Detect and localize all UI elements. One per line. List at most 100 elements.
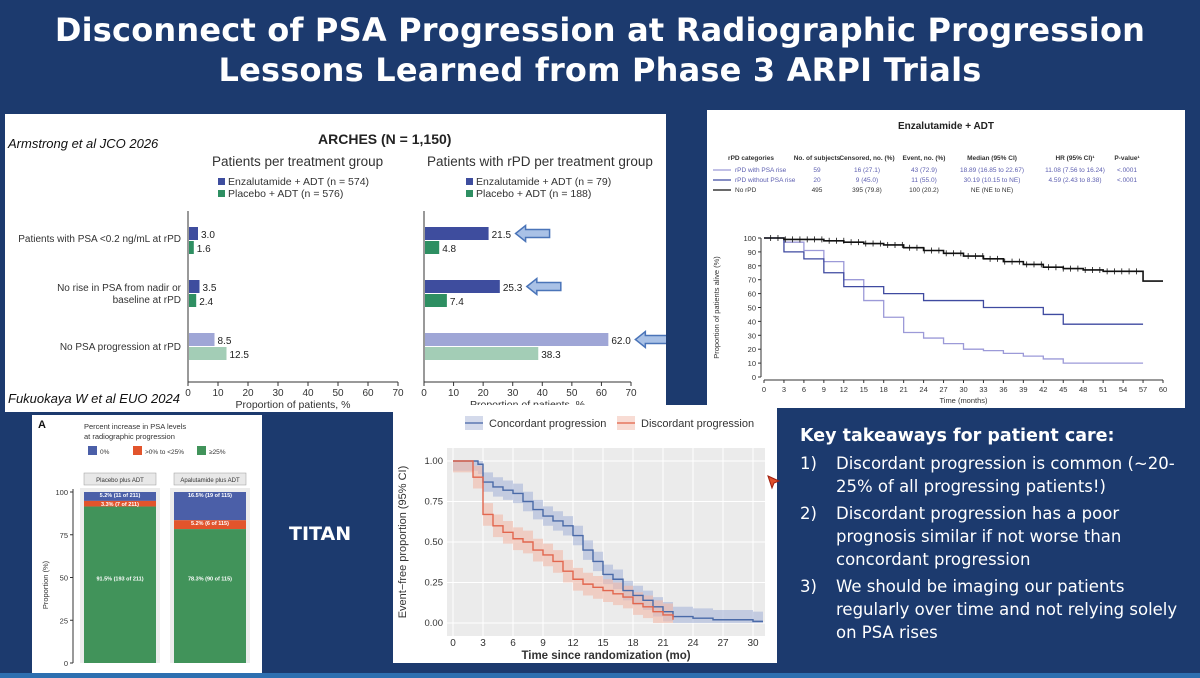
- legend-label: Concordant progression: [489, 418, 606, 430]
- panel-letter: A: [38, 419, 46, 431]
- x-tick-label: 15: [597, 638, 609, 649]
- column-header-box: [83, 472, 157, 486]
- table-header: Event, no. (%): [903, 155, 946, 162]
- stack-segment-25pct-plus: [84, 506, 156, 663]
- citation-armstrong: Armstrong et al JCO 2026: [8, 136, 159, 151]
- legend-swatch-placebo: [218, 190, 225, 197]
- cursor-pointer-icon: [767, 475, 781, 490]
- x-tick-label: 27: [939, 385, 947, 394]
- legend-label: Discordant progression: [641, 418, 754, 430]
- stack-value-label: 16.5% (19 of 115): [188, 493, 232, 499]
- x-tick-label: 12: [567, 638, 579, 649]
- x-tick-label: 39: [1019, 385, 1027, 394]
- table-cell: 395 (79.8): [852, 187, 882, 194]
- table-cell: 495: [812, 187, 823, 194]
- km-curve-discordant: [453, 460, 674, 620]
- table-cell: 30.19 (10.15 to NE): [964, 177, 1021, 184]
- table-cell: 11.08 (7.56 to 16.24): [1045, 167, 1105, 174]
- bar-enzalutamide: [425, 280, 500, 293]
- legend-label: Placebo + ADT (n = 576): [228, 188, 343, 200]
- bar-placebo: [425, 347, 539, 360]
- bar-enzalutamide: [425, 227, 489, 240]
- legend-label: >0% to <25%: [145, 449, 184, 456]
- x-tick-label: 51: [1099, 385, 1107, 394]
- table-cell: 11 (55.0): [911, 177, 937, 184]
- arches-panel: Armstrong et al JCO 2026 ARCHES (N = 1,1…: [5, 114, 666, 412]
- y-tick-label: 10: [748, 359, 756, 368]
- bar-value-label: 7.4: [450, 297, 464, 308]
- x-tick-label: 10: [448, 388, 460, 399]
- x-tick-label: 27: [717, 638, 729, 649]
- table-header: Censored, no. (%): [839, 155, 894, 162]
- x-tick-label: 42: [1039, 385, 1047, 394]
- legend-label: Placebo + ADT (n = 188): [476, 188, 591, 200]
- ci-band-discordant: [453, 461, 673, 623]
- x-tick-label: 0: [421, 388, 427, 399]
- x-tick-label: 20: [478, 388, 490, 399]
- table-cell: 20: [813, 177, 821, 184]
- table-cell: 9 (45.0): [856, 177, 878, 184]
- x-tick-label: 40: [537, 388, 549, 399]
- titan-km-panel: Concordant progression Discordant progres…: [393, 405, 777, 663]
- table-header: No. of subjects: [794, 155, 841, 162]
- stack-value-label: 91.5% (193 of 211): [96, 577, 143, 583]
- table-cell: No rPD: [735, 187, 757, 194]
- legend-label: Enzalutamide + ADT (n = 79): [476, 176, 611, 188]
- stack-segment-0-25pct: [84, 500, 156, 507]
- arches-left-subtitle: Patients per treatment group: [212, 154, 384, 169]
- column-header: Apalutamide plus ADT: [180, 478, 240, 484]
- row-label: No PSA progression at rPD: [60, 342, 181, 353]
- column-header-box: [173, 472, 247, 486]
- legend-title: at radiographic progression: [84, 432, 175, 441]
- bar-value-label: 25.3: [503, 283, 523, 294]
- y-axis-label: Proportion (%): [41, 560, 50, 609]
- y-tick-label: 90: [748, 248, 756, 257]
- x-tick-label: 54: [1119, 385, 1127, 394]
- bar-placebo: [425, 241, 440, 254]
- y-axis-label: Event−free proportion (95% CI): [397, 466, 409, 619]
- y-tick-label: 0.25: [425, 578, 444, 589]
- table-cell: 18.89 (16.85 to 22.67): [960, 167, 1024, 174]
- x-tick-label: 12: [840, 385, 848, 394]
- bar-placebo: [189, 294, 197, 307]
- legend-swatch: [197, 446, 206, 455]
- table-cell: 16 (27.1): [854, 167, 880, 174]
- titan-km-chart: Concordant progression Discordant progres…: [397, 416, 765, 662]
- bar-enzalutamide: [425, 333, 609, 346]
- y-tick-label: 75: [60, 531, 68, 540]
- y-tick-label: 0.00: [425, 618, 444, 629]
- highlight-arrow-icon: [525, 276, 562, 297]
- x-tick-label: 70: [625, 388, 637, 399]
- x-tick-label: 30: [272, 388, 284, 399]
- table-header: rPD categories: [728, 155, 774, 162]
- table-header: HR (95% CI)¹: [1055, 155, 1094, 162]
- legend-swatch: [133, 446, 142, 455]
- highlight-arrow-icon: [514, 223, 551, 244]
- x-tick-label: 21: [657, 638, 669, 649]
- titan-label: TITAN: [289, 523, 352, 545]
- takeaway-number: 3): [800, 577, 817, 596]
- x-tick-label: 0: [450, 638, 456, 649]
- stack-segment-0-25pct: [174, 520, 246, 530]
- x-tick-label: 30: [507, 388, 519, 399]
- table-cell: NE (NE to NE): [971, 187, 1013, 194]
- x-axis-label: Time (months): [939, 396, 988, 405]
- slide-title: Disconnect of PSA Progression at Radiogr…: [0, 10, 1200, 90]
- bar-value-label: 3.0: [201, 230, 215, 241]
- x-tick-label: 9: [540, 638, 546, 649]
- y-tick-label: 25: [60, 616, 68, 625]
- y-tick-label: 0.75: [425, 497, 444, 508]
- table-header: P-value¹: [1114, 155, 1139, 162]
- legend-band-concordant: [465, 416, 483, 430]
- takeaway-text: Discordant progression has a poor progno…: [836, 504, 1122, 569]
- stack-value-label: 78.3% (90 of 115): [188, 577, 232, 583]
- x-tick-label: 50: [566, 388, 578, 399]
- x-tick-label: 6: [510, 638, 516, 649]
- x-tick-label: 33: [979, 385, 987, 394]
- key-takeaways-title: Key takeaways for patient care:: [800, 426, 1115, 446]
- arches-right-subtitle: Patients with rPD per treatment group: [427, 154, 653, 169]
- bar-value-label: 4.8: [442, 244, 456, 255]
- y-tick-label: 1.00: [425, 456, 444, 467]
- y-tick-label: 40: [748, 317, 756, 326]
- table-cell: rPD without PSA rise: [735, 177, 796, 184]
